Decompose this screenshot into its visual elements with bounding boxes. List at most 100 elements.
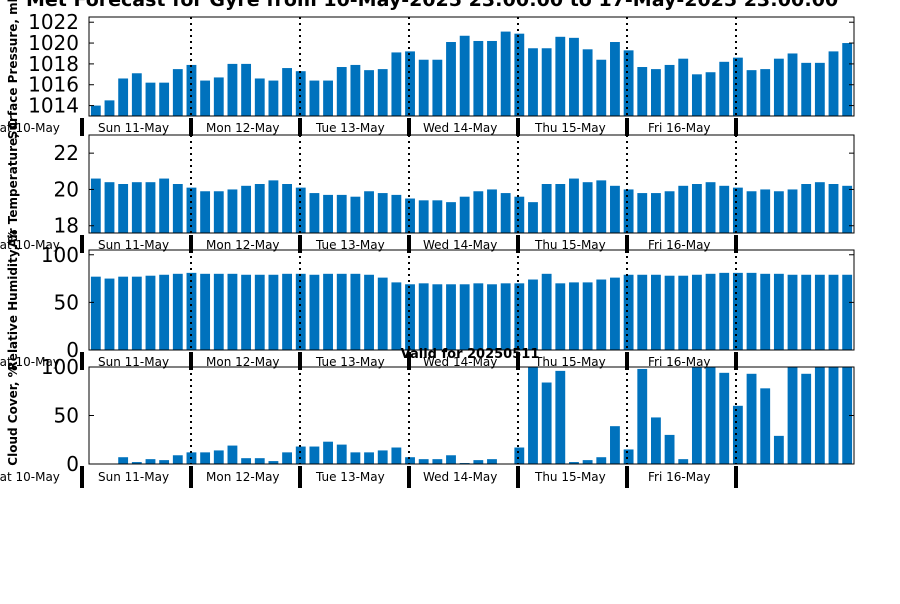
- bar: [418, 200, 429, 233]
- bar: [309, 274, 320, 350]
- bar: [651, 274, 661, 350]
- bar: [773, 191, 784, 233]
- y-tick-label: 50: [54, 290, 79, 314]
- axes-frame: [88, 16, 855, 117]
- bar: [842, 367, 853, 464]
- bar: [514, 33, 525, 116]
- bar: [500, 193, 511, 233]
- bar: [364, 452, 374, 464]
- bar: [514, 283, 525, 350]
- x-day-label: Fri 16-May: [648, 238, 711, 252]
- bar: [446, 455, 456, 464]
- bar: [787, 53, 798, 116]
- bar: [336, 194, 347, 233]
- bar: [446, 202, 456, 233]
- bar: [719, 272, 730, 350]
- bar: [432, 459, 443, 464]
- x-day-label: Thu 15-May: [534, 121, 606, 135]
- bar: [336, 273, 347, 350]
- bar: [487, 284, 497, 350]
- bar: [432, 59, 443, 116]
- bar: [336, 67, 347, 116]
- bar: [459, 35, 470, 117]
- bar: [432, 284, 443, 350]
- bar: [104, 278, 115, 350]
- x-day-label: Mon 12-May: [206, 470, 280, 484]
- bar: [131, 182, 142, 233]
- bar: [131, 73, 142, 116]
- bar: [801, 373, 812, 464]
- bar: [268, 180, 279, 233]
- bar: [487, 189, 497, 233]
- x-day-label: Thu 15-May: [534, 238, 606, 252]
- panel-2: 18 20 22 Air Temperature, CSat 10-May Sun 11…: [0, 120, 855, 253]
- bar: [814, 182, 825, 233]
- bar: [118, 457, 129, 464]
- bar: [582, 182, 593, 233]
- bar: [254, 78, 265, 116]
- bar: [473, 40, 484, 116]
- bar: [500, 283, 511, 350]
- bar: [350, 452, 361, 464]
- bar: [473, 191, 484, 233]
- bar: [227, 63, 238, 116]
- bar: [746, 373, 757, 464]
- bar: [323, 273, 333, 350]
- x-day-label: Thu 15-May: [534, 470, 606, 484]
- bar: [828, 274, 839, 350]
- bar: [610, 42, 620, 117]
- bar: [377, 193, 388, 233]
- bar: [610, 277, 620, 350]
- bar: [760, 69, 771, 116]
- y-tick-label: 50: [54, 404, 79, 428]
- bar: [213, 450, 224, 464]
- bar: [773, 435, 784, 464]
- bar: [254, 458, 265, 464]
- x-day-label: Tue 13-May: [315, 355, 385, 369]
- bar: [268, 80, 279, 116]
- bar: [227, 445, 238, 464]
- bar: [637, 368, 648, 464]
- bar: [200, 191, 211, 233]
- bar: [705, 273, 716, 350]
- bar: [350, 196, 361, 233]
- bar: [651, 193, 661, 233]
- bar: [637, 193, 648, 233]
- bar: [241, 63, 252, 116]
- bar: [391, 194, 402, 233]
- x-day-label: Fri 16-May: [648, 355, 711, 369]
- bar: [555, 283, 566, 350]
- bar: [487, 40, 497, 116]
- bar: [323, 441, 333, 464]
- bar: [773, 273, 784, 350]
- bar: [159, 82, 170, 116]
- x-day-label: Sun 11-May: [98, 121, 169, 135]
- x-day-label: Wed 14-May: [423, 470, 497, 484]
- bar: [528, 48, 538, 117]
- x-day-label: Fri 16-May: [648, 470, 711, 484]
- bar: [828, 367, 839, 464]
- bar: [131, 276, 142, 350]
- bar: [145, 82, 156, 116]
- bar: [282, 452, 292, 464]
- bar: [145, 275, 156, 350]
- bar: [610, 426, 620, 464]
- bar: [555, 370, 566, 464]
- bar: [787, 274, 798, 350]
- bar: [705, 367, 716, 464]
- bar: [213, 273, 224, 350]
- x-day-label: Thu 15-May: [534, 355, 606, 369]
- bar: [760, 388, 771, 464]
- bar: [651, 69, 661, 116]
- bar: [405, 51, 415, 116]
- bar: [814, 62, 825, 116]
- bar: [541, 382, 552, 464]
- bar: [582, 282, 593, 350]
- bar: [596, 180, 607, 233]
- x-day-label: Mon 12-May: [206, 238, 280, 252]
- bar: [405, 284, 415, 350]
- bar: [227, 189, 238, 233]
- bar: [391, 447, 402, 464]
